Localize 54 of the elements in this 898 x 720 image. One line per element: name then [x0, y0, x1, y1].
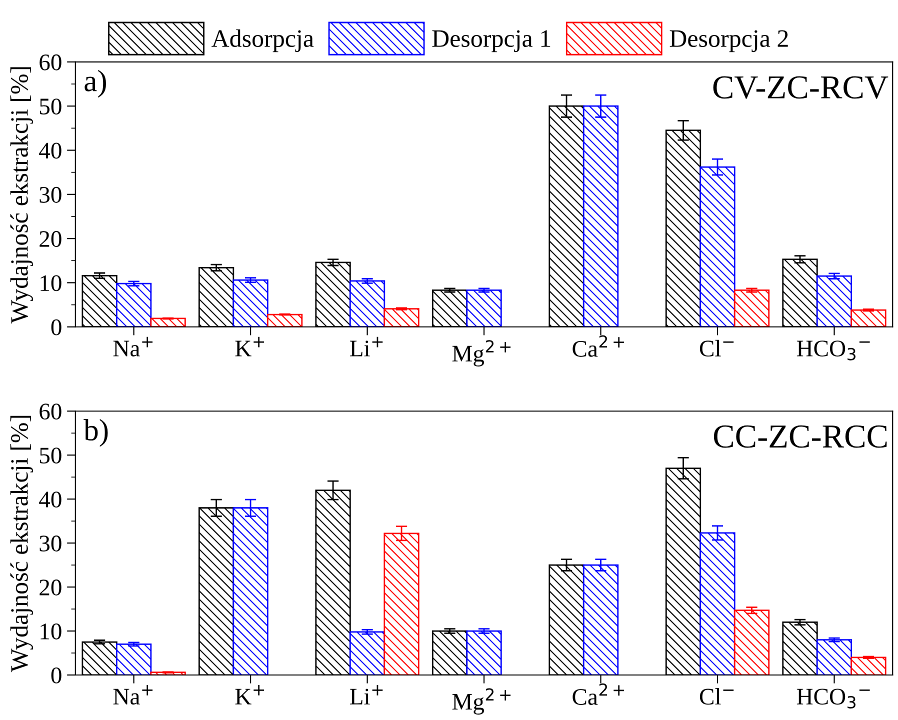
y-tick-label: 0	[51, 667, 62, 684]
bar	[466, 630, 502, 675]
annotation: CC-ZC-RCC	[714, 425, 887, 448]
legend-label: Desorpcja 2	[670, 30, 788, 52]
x-tick-label: Cl$^{−}$	[700, 340, 734, 357]
annotation: CV-ZC-RCV	[713, 76, 888, 99]
bar	[116, 282, 152, 327]
x-tick-label: Mg$^{2+}$	[452, 688, 511, 715]
x-tick-label: K$^{+}$	[235, 684, 264, 704]
y-tick-label: 10	[40, 275, 62, 292]
y-tick-label: 50	[40, 448, 62, 464]
bar	[734, 290, 770, 327]
x-tick-label: Ca$^{2+}$	[572, 683, 624, 705]
bar	[384, 308, 420, 327]
y-tick-label: 30	[40, 186, 62, 203]
bar	[816, 639, 852, 675]
x-tick-label: Mg$^{2+}$	[452, 340, 511, 366]
bar	[466, 290, 502, 327]
legend-label: Adsorpcja	[212, 29, 314, 52]
bar	[349, 631, 386, 675]
x-tick-label: Ca$^{2+}$	[572, 335, 624, 357]
y-tick-label: 50	[40, 98, 62, 115]
x-tick-label: Cl$^{−}$	[700, 688, 734, 705]
x-tick-label: Li$^{+}$	[350, 336, 383, 356]
y-tick-label: 10	[40, 624, 62, 640]
bar	[850, 309, 886, 327]
x-tick-label: Li$^{+}$	[350, 684, 383, 704]
x-tick-label: K$^{+}$	[235, 336, 264, 356]
legend-label: Desorpcja 1	[432, 30, 550, 52]
y-tick-label: 20	[40, 580, 62, 596]
y-tick-label: 0	[51, 319, 62, 336]
bar	[150, 318, 186, 327]
x-tick-label: Na$^{+}$	[113, 684, 153, 705]
y-tick-label: 60	[40, 54, 62, 70]
bar	[266, 314, 303, 327]
y-axis-title: Wydajność ekstrakcji [%]	[10, 416, 34, 672]
bar	[734, 610, 770, 675]
x-tick-label: Na$^{+}$	[113, 336, 153, 356]
bar	[349, 280, 386, 327]
y-tick-label: 40	[39, 142, 62, 159]
bar	[116, 644, 152, 675]
annotation: a)	[84, 70, 106, 98]
bar	[582, 564, 619, 675]
y-axis-title: Wydajność ekstrakcji [%]	[10, 67, 34, 324]
bar	[850, 656, 886, 675]
x-tick-label: HCO$_{3}$$^{−}$	[796, 688, 870, 709]
bar	[816, 275, 852, 327]
bar	[232, 279, 268, 327]
annotation: b)	[84, 419, 108, 447]
y-tick-label: 60	[40, 404, 62, 420]
y-tick-label: 40	[39, 492, 62, 508]
x-tick-label: HCO$_{3}$$^{−}$	[796, 340, 870, 360]
y-tick-label: 30	[40, 536, 62, 552]
y-tick-label: 20	[40, 231, 62, 247]
